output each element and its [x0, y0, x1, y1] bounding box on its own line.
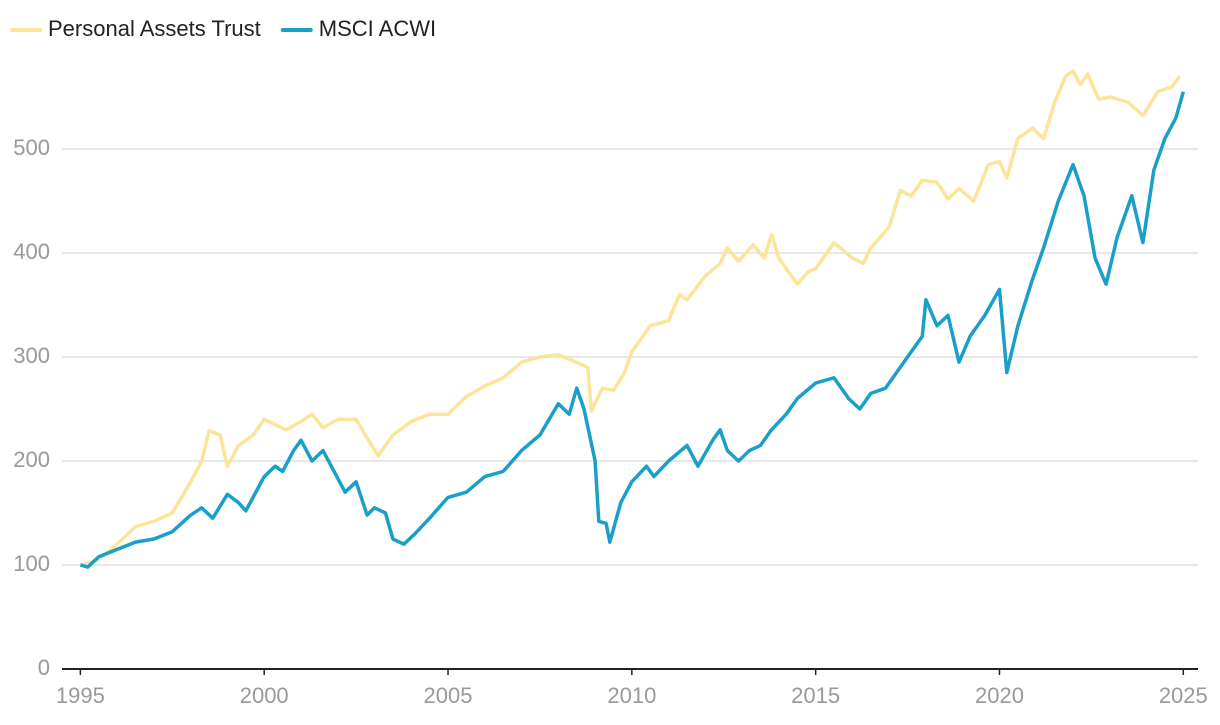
x-tick-label: 2000	[240, 683, 289, 708]
y-tick-label: 200	[13, 447, 50, 472]
x-tick-label: 2015	[791, 683, 840, 708]
legend-label: Personal Assets Trust	[48, 16, 261, 41]
y-tick-label: 400	[13, 239, 50, 264]
series-line	[79, 69, 1182, 567]
y-tick-label: 100	[13, 551, 50, 576]
legend-label: MSCI ACWI	[319, 16, 436, 41]
y-tick-label: 300	[13, 343, 50, 368]
x-tick-label: 2025	[1159, 683, 1208, 708]
y-tick-label: 0	[38, 655, 50, 680]
series-line	[79, 91, 1185, 569]
x-tick-label: 2005	[424, 683, 473, 708]
x-tick-label: 2020	[975, 683, 1024, 708]
x-tick-label: 2010	[607, 683, 656, 708]
x-tick-label: 1995	[56, 683, 105, 708]
y-tick-label: 500	[13, 135, 50, 160]
